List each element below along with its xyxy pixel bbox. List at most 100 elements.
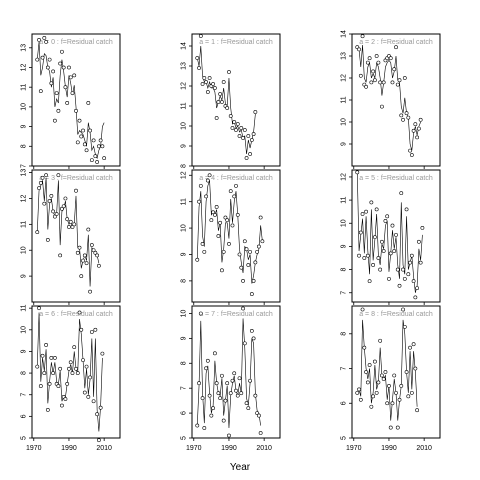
data-point — [381, 377, 386, 381]
x-tick-label: 1990 — [221, 445, 237, 452]
y-tick-label: 12 — [181, 171, 188, 179]
data-point — [202, 76, 207, 80]
data-point — [65, 101, 70, 105]
data-point — [200, 242, 205, 246]
y-tick-label: 8 — [341, 332, 348, 336]
y-tick-label: 8 — [341, 268, 348, 272]
data-point — [358, 73, 363, 78]
data-point — [418, 117, 423, 122]
panel-5: a = 5 : f=Residual catch 7 8 9 10 11 12 — [341, 169, 441, 305]
y-tick-label: 11 — [21, 304, 28, 311]
y-tick-label: 10 — [181, 122, 188, 130]
data-point — [45, 237, 50, 242]
data-point — [242, 128, 247, 132]
data-point — [241, 306, 245, 311]
data-point — [409, 253, 414, 258]
data-point — [198, 183, 203, 188]
data-point — [399, 113, 404, 118]
data-point — [100, 144, 105, 149]
data-point — [93, 250, 98, 255]
data-point — [44, 39, 48, 44]
data-point — [258, 215, 263, 220]
fitted-line — [196, 318, 261, 429]
data-point — [218, 220, 223, 225]
data-point — [239, 391, 244, 396]
data-point — [244, 401, 249, 406]
data-point — [61, 204, 66, 209]
y-tick-label: 5 — [21, 436, 28, 440]
data-point — [52, 214, 57, 219]
data-point — [380, 104, 384, 109]
y-tick-label: 10 — [21, 246, 28, 254]
data-point — [212, 212, 217, 217]
data-point — [214, 116, 219, 120]
data-point — [79, 274, 84, 279]
data-point — [413, 295, 418, 300]
fitted-line — [357, 319, 418, 421]
panel-title: a = 6 : f=Residual catch — [39, 311, 113, 318]
panel-frame — [191, 169, 281, 303]
data-point — [408, 345, 412, 350]
data-point — [244, 156, 249, 160]
panel-frame — [31, 305, 121, 439]
data-point — [67, 366, 71, 371]
y-tick-label: 8 — [181, 361, 188, 365]
data-point — [390, 80, 395, 85]
data-point — [75, 371, 80, 375]
y-tick-label: 8 — [181, 279, 188, 283]
y-tick-label: 7 — [21, 164, 28, 168]
data-point — [385, 214, 390, 219]
y-tick-label: 7 — [21, 393, 28, 397]
panel-title: a = 3 : f=Residual catch — [39, 175, 113, 182]
y-tick-label: 10 — [21, 103, 28, 111]
data-point — [227, 70, 231, 74]
y-tick-label: 7 — [341, 366, 348, 370]
y-tick-label: 14 — [181, 42, 188, 50]
data-point — [253, 260, 258, 265]
data-point — [96, 263, 101, 268]
data-point — [227, 433, 231, 438]
data-point — [75, 140, 80, 145]
y-tick-label: 9 — [341, 244, 348, 248]
panel-title: a = 7 : f=Residual catch — [199, 311, 273, 318]
data-point — [74, 188, 78, 193]
data-point — [378, 338, 383, 343]
data-point — [84, 261, 89, 266]
data-point — [84, 364, 89, 369]
data-point — [237, 134, 242, 138]
data-point — [214, 205, 219, 209]
data-point — [58, 253, 63, 258]
panel-frame — [351, 305, 441, 439]
data-point — [75, 250, 80, 255]
data-point — [60, 49, 64, 54]
data-point — [52, 356, 57, 360]
y-tick-label: 14 — [341, 30, 348, 38]
data-point — [197, 381, 201, 386]
data-point — [89, 158, 94, 162]
data-point — [202, 426, 207, 430]
data-point — [360, 307, 365, 312]
data-point — [40, 55, 45, 60]
data-point — [220, 268, 224, 273]
fitted-line — [36, 177, 100, 287]
data-point — [77, 245, 82, 250]
data-point — [242, 239, 247, 244]
data-point — [47, 57, 52, 62]
data-point — [237, 376, 242, 381]
data-point — [255, 411, 260, 415]
data-point — [260, 239, 265, 244]
data-point — [42, 36, 47, 40]
data-point — [255, 249, 260, 254]
data-point — [95, 160, 100, 164]
y-tick-label: 12 — [181, 82, 188, 90]
panel-title: a = 8 : f=Residual catch — [359, 311, 433, 318]
x-tick-label: 1990 — [61, 445, 77, 452]
data-point — [235, 393, 240, 398]
data-point — [209, 413, 214, 418]
data-point — [56, 108, 61, 113]
y-tick-label: 10 — [181, 224, 188, 232]
data-point — [47, 382, 52, 386]
panel-6: a = 6 : f=Residual catch 5 6 7 8 9 10 11 1970 199… — [21, 304, 121, 452]
data-point — [404, 207, 409, 212]
data-point — [371, 263, 376, 267]
